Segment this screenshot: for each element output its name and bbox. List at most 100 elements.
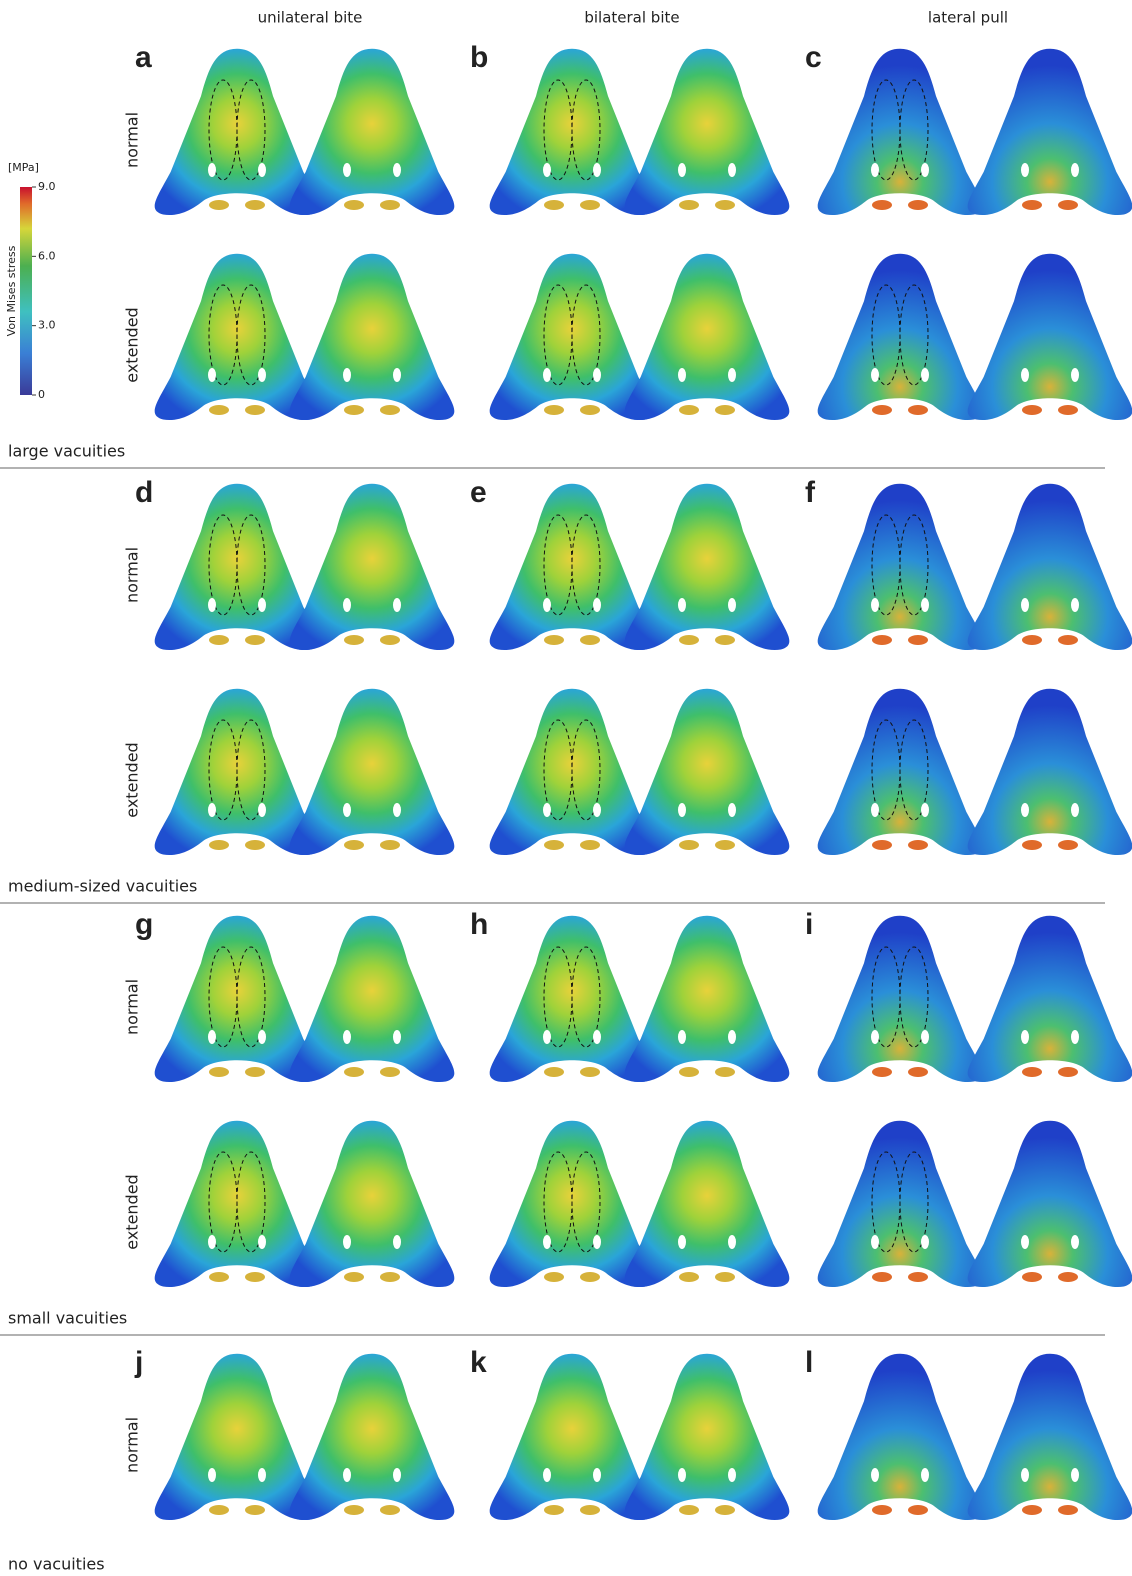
row-label: normal (123, 547, 142, 603)
vacuity-outline (571, 79, 601, 181)
condyle (908, 1067, 928, 1077)
foramen (871, 1235, 879, 1249)
condyle (580, 840, 600, 850)
condyle (1058, 635, 1078, 645)
panel-letter: h (470, 908, 488, 941)
panel-letter: j (134, 1346, 143, 1379)
condyle (209, 1272, 229, 1282)
panel-letter: i (805, 908, 813, 941)
condyle (580, 200, 600, 210)
row-label: extended (123, 1174, 142, 1249)
foramen (343, 1468, 351, 1482)
foramen (593, 163, 601, 177)
row-label: extended (123, 307, 142, 382)
foramen (1071, 1235, 1079, 1249)
condyle (715, 1272, 735, 1282)
condyle (245, 1272, 265, 1282)
foramen (1021, 803, 1029, 817)
condyle (679, 200, 699, 210)
vacuity-outline (571, 514, 601, 616)
panel-letter: b (470, 41, 488, 74)
condyle (544, 1272, 564, 1282)
foramen (921, 1235, 929, 1249)
condyle (344, 200, 364, 210)
skull (967, 483, 1132, 651)
foramen (728, 803, 736, 817)
condyle (380, 405, 400, 415)
foramen (678, 1030, 686, 1044)
vacuity-outline (899, 79, 929, 181)
condyle (245, 635, 265, 645)
vacuity-outline (236, 1151, 266, 1253)
condyle (209, 1505, 229, 1515)
foramen (343, 1235, 351, 1249)
condyle (715, 405, 735, 415)
vacuity-outline (899, 514, 929, 616)
group-label: medium-sized vacuities (8, 877, 197, 896)
group-label: no vacuities (8, 1555, 105, 1574)
vacuity-outline (236, 514, 266, 616)
foramen (921, 803, 929, 817)
foramen (543, 368, 551, 382)
foramen (871, 1030, 879, 1044)
panel-letter: k (470, 1346, 487, 1379)
skull (289, 48, 455, 216)
condyle (715, 1505, 735, 1515)
condyle (245, 840, 265, 850)
foramen (393, 1235, 401, 1249)
panel-letter: f (805, 476, 816, 509)
foramen (678, 598, 686, 612)
vacuity-outline (236, 946, 266, 1048)
panel-letter: l (805, 1346, 813, 1379)
foramen (678, 1468, 686, 1482)
foramen (258, 1235, 266, 1249)
condyle (679, 405, 699, 415)
skull (967, 1120, 1132, 1288)
foramen (208, 598, 216, 612)
condyle (908, 1272, 928, 1282)
condyle (1022, 1067, 1042, 1077)
foramen (343, 368, 351, 382)
condyle (380, 635, 400, 645)
panel-letter: d (135, 476, 153, 509)
skull (624, 1120, 790, 1288)
panel-letter: g (135, 908, 153, 941)
condyle (908, 840, 928, 850)
condyle (344, 840, 364, 850)
skull (967, 1353, 1132, 1521)
column-header: unilateral bite (258, 9, 363, 27)
foramen (208, 1468, 216, 1482)
foramen (543, 598, 551, 612)
condyle (1022, 405, 1042, 415)
condyle (209, 840, 229, 850)
condyle (872, 1505, 892, 1515)
condyle (245, 405, 265, 415)
colorbar (20, 187, 32, 395)
foramen (258, 368, 266, 382)
foramen (543, 803, 551, 817)
skull (289, 483, 455, 651)
condyle (580, 1505, 600, 1515)
foramen (678, 163, 686, 177)
foramen (1071, 1468, 1079, 1482)
vacuity-outline (236, 79, 266, 181)
foramen (871, 163, 879, 177)
foramen (921, 1468, 929, 1482)
foramen (343, 1030, 351, 1044)
skull (289, 915, 455, 1083)
foramen (393, 803, 401, 817)
group-label: small vacuities (8, 1309, 127, 1328)
condyle (872, 635, 892, 645)
condyle (209, 200, 229, 210)
condyle (580, 635, 600, 645)
foramen (1021, 1235, 1029, 1249)
foramen (543, 1235, 551, 1249)
foramen (1021, 1468, 1029, 1482)
foramen (393, 368, 401, 382)
condyle (580, 1272, 600, 1282)
condyle (1022, 1505, 1042, 1515)
condyle (245, 200, 265, 210)
row-label: normal (123, 112, 142, 168)
skull (289, 1353, 455, 1521)
